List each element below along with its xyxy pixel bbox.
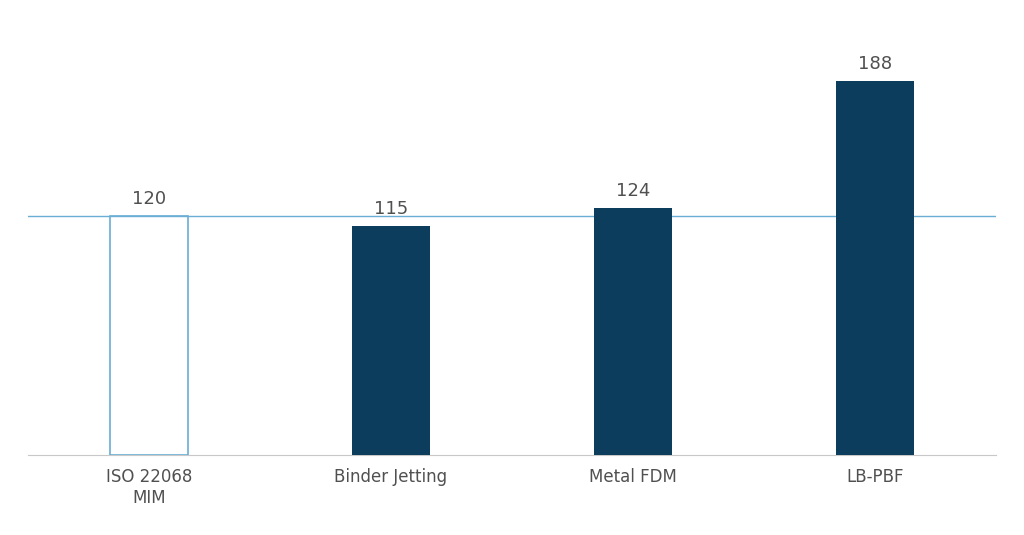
Bar	[352, 226, 430, 455]
Text: 124: 124	[615, 182, 650, 201]
Text: 188: 188	[858, 56, 892, 73]
Bar	[111, 216, 187, 455]
Bar	[594, 209, 672, 455]
Bar	[837, 81, 913, 455]
Text: 115: 115	[374, 200, 409, 218]
Text: 120: 120	[132, 190, 166, 209]
